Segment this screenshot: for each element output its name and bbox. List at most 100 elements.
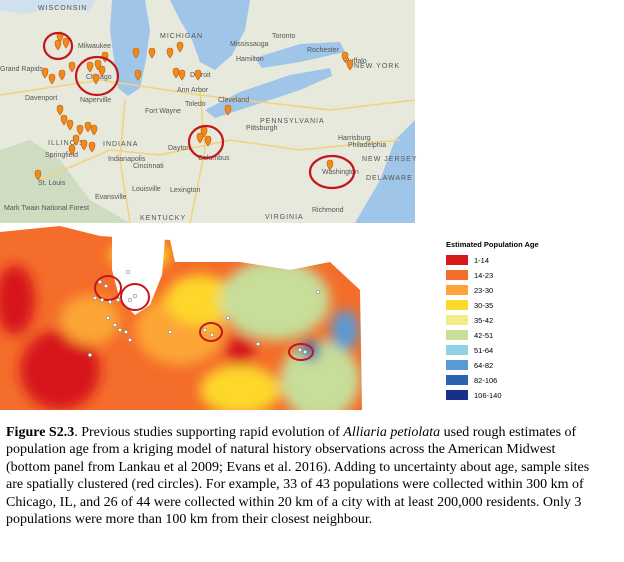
legend-label: 14-23 xyxy=(474,271,493,280)
legend-swatch xyxy=(446,315,468,325)
site-pin xyxy=(90,124,98,136)
place-labels: WISCONSIN Milwaukee MICHIGAN Grand Rapids To… xyxy=(0,5,417,222)
place-label: Milwaukee xyxy=(78,43,111,50)
forest-area xyxy=(0,140,130,223)
place-label: Ann Arbor xyxy=(177,87,209,94)
cluster-circle xyxy=(187,124,225,160)
site-dot xyxy=(112,322,118,328)
blob xyxy=(220,260,330,340)
place-label: DELAWARE xyxy=(366,175,413,182)
site-pin xyxy=(92,73,100,85)
blob xyxy=(60,295,120,345)
legend-label: 35-42 xyxy=(474,316,493,325)
site-dot xyxy=(92,295,98,301)
caption-label: Figure S2.3 xyxy=(6,425,75,440)
site-pin xyxy=(84,121,92,133)
site-dot xyxy=(115,297,121,303)
place-label: WISCONSIN xyxy=(38,5,87,12)
place-label: Columbus xyxy=(198,155,230,162)
legend: Estimated Population Age 1-14 14-23 23-30 3… xyxy=(446,240,539,400)
place-label: PENNSYLVANIA xyxy=(260,118,325,125)
place-label: Grand Rapids xyxy=(0,66,44,73)
place-label: Mark Twain National Forest xyxy=(4,205,89,212)
roads xyxy=(0,79,416,224)
site-markers xyxy=(34,31,354,181)
site-pin xyxy=(178,69,186,81)
cluster-circles xyxy=(42,31,356,190)
site-pin xyxy=(66,119,74,131)
site-pin xyxy=(172,67,180,79)
site-pin xyxy=(326,159,334,171)
legend-swatch xyxy=(446,345,468,355)
legend-swatch xyxy=(446,330,468,340)
sample-sites xyxy=(87,269,321,358)
place-label: INDIANA xyxy=(103,141,138,148)
site-dot xyxy=(302,349,308,355)
cluster-circles xyxy=(94,275,314,361)
lake-superior xyxy=(0,0,95,14)
site-pin xyxy=(58,69,66,81)
top-map: WISCONSIN Milwaukee MICHIGAN Grand Rapids To… xyxy=(0,0,417,224)
site-pin xyxy=(54,39,62,51)
site-pin xyxy=(86,61,94,73)
species-name: Alliaria petiolata xyxy=(343,425,441,440)
legend-swatch xyxy=(446,285,468,295)
site-pin xyxy=(41,67,49,79)
place-label: Toledo xyxy=(185,101,206,108)
place-label: Philadelphia xyxy=(348,142,386,149)
road xyxy=(39,139,401,181)
cluster-circle xyxy=(94,275,122,301)
legend-swatch xyxy=(446,360,468,370)
place-label: Dayton xyxy=(168,145,190,152)
legend-label: 1-14 xyxy=(474,256,489,265)
place-label: NEW YORK xyxy=(354,63,400,70)
caption: Figure S2.3. Previous studies supporting… xyxy=(6,424,596,528)
place-label: Richmond xyxy=(312,207,344,214)
place-label: MICHIGAN xyxy=(160,33,203,40)
legend-swatch xyxy=(446,375,468,385)
site-pin xyxy=(48,73,56,85)
legend-swatch xyxy=(446,390,468,400)
site-dot xyxy=(225,315,231,321)
site-dot xyxy=(123,329,129,335)
site-pin xyxy=(204,135,212,147)
site-pin xyxy=(98,65,106,77)
place-label: Buffalo xyxy=(345,58,367,65)
site-dot xyxy=(117,327,123,333)
blob xyxy=(0,265,35,335)
place-label: Hamilton xyxy=(236,56,264,63)
site-pin xyxy=(62,37,70,49)
place-label: Cleveland xyxy=(218,97,249,104)
lake-michigan xyxy=(112,232,165,315)
legend-label: 23-30 xyxy=(474,286,493,295)
place-label: ILLINOIS xyxy=(48,140,85,147)
site-pin xyxy=(56,104,64,116)
site-pin xyxy=(196,132,204,144)
caption-text: . Previous studies supporting rapid evol… xyxy=(74,425,344,440)
place-label: Louisville xyxy=(132,186,161,193)
site-dot xyxy=(87,352,93,358)
legend-label: 64-82 xyxy=(474,361,493,370)
site-pin xyxy=(72,134,80,146)
site-dot xyxy=(167,329,173,335)
cluster-circle xyxy=(288,343,314,361)
legend-label: 82-106 xyxy=(474,376,497,385)
road xyxy=(189,89,206,224)
site-dot xyxy=(107,299,113,305)
blob xyxy=(331,310,359,350)
place-label: Washington xyxy=(322,169,359,176)
legend-title: Estimated Population Age xyxy=(446,240,539,249)
site-dot xyxy=(97,279,103,285)
legend-swatch xyxy=(446,300,468,310)
site-pin xyxy=(346,59,354,71)
place-label: Naperville xyxy=(80,97,111,104)
site-pin xyxy=(166,47,174,59)
site-pin xyxy=(68,144,76,156)
site-pin xyxy=(88,141,96,153)
site-dot xyxy=(127,297,133,303)
cluster-circle xyxy=(308,154,356,190)
place-label: Mississauga xyxy=(230,41,269,48)
place-label: Harrisburg xyxy=(338,135,371,142)
place-label: Evansville xyxy=(95,194,127,201)
